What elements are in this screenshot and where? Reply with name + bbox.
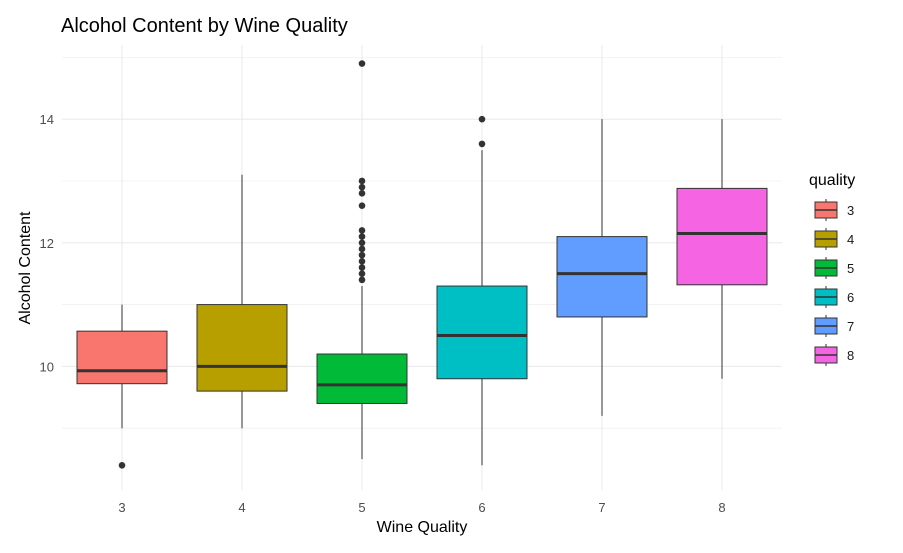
box-8	[676, 119, 768, 379]
y-tick-labels: 10 12 14	[40, 112, 54, 374]
legend-item-6: 6	[814, 286, 854, 308]
y-axis-title: Alcohol Content	[17, 211, 34, 325]
outlier-point	[358, 264, 366, 271]
legend-title: quality	[809, 172, 855, 189]
box-iqr	[316, 353, 408, 404]
box-iqr	[676, 187, 768, 286]
x-tick-label: 5	[358, 500, 365, 515]
outlier-point	[358, 258, 366, 265]
y-tick-label: 14	[40, 112, 54, 127]
box-5	[316, 60, 408, 460]
outlier-point	[358, 177, 366, 185]
box-iqr	[556, 236, 648, 318]
box-3	[76, 304, 168, 469]
legend-item-3: 3	[814, 199, 854, 221]
legend-label: 8	[847, 348, 854, 363]
box-series	[76, 60, 768, 469]
legend-label: 4	[847, 232, 854, 247]
x-axis-title: Wine Quality	[377, 519, 468, 536]
box-6	[436, 115, 528, 466]
box-4	[196, 174, 288, 429]
legend-label: 5	[847, 261, 854, 276]
legend-item-8: 8	[814, 344, 854, 366]
box-iqr	[196, 304, 288, 392]
outlier-point	[358, 251, 366, 259]
x-tick-label: 8	[718, 500, 725, 515]
x-tick-label: 4	[238, 500, 245, 515]
box-7	[556, 119, 648, 416]
x-tick-label: 6	[478, 500, 485, 515]
legend: quality 3 4 5 6 7 8	[809, 172, 855, 366]
outlier-point	[478, 115, 486, 123]
outlier-point	[478, 140, 486, 148]
outlier-point	[358, 190, 366, 197]
outlier-point	[358, 60, 366, 67]
y-tick-label: 10	[40, 359, 54, 374]
legend-item-7: 7	[814, 315, 854, 337]
outlier-point	[358, 183, 366, 191]
legend-label: 3	[847, 203, 854, 218]
chart-title: Alcohol Content by Wine Quality	[61, 15, 348, 37]
outlier-point	[358, 276, 366, 284]
x-tick-labels: 3 4 5 6 7 8	[118, 500, 725, 515]
legend-item-5: 5	[814, 257, 854, 279]
grid-lines	[62, 45, 782, 490]
x-tick-label: 7	[598, 500, 605, 515]
outlier-point	[358, 227, 366, 234]
outlier-point	[358, 239, 366, 247]
outlier-point	[358, 233, 366, 240]
legend-label: 7	[847, 319, 854, 334]
outlier-point	[358, 245, 366, 253]
y-tick-label: 12	[40, 236, 54, 251]
x-tick-label: 3	[118, 500, 125, 515]
outlier-point	[358, 202, 366, 209]
outlier-point	[358, 270, 366, 277]
box-iqr	[76, 330, 168, 385]
box-iqr	[436, 285, 528, 380]
legend-item-4: 4	[814, 228, 854, 250]
legend-label: 6	[847, 290, 854, 305]
outlier-point	[118, 461, 126, 469]
